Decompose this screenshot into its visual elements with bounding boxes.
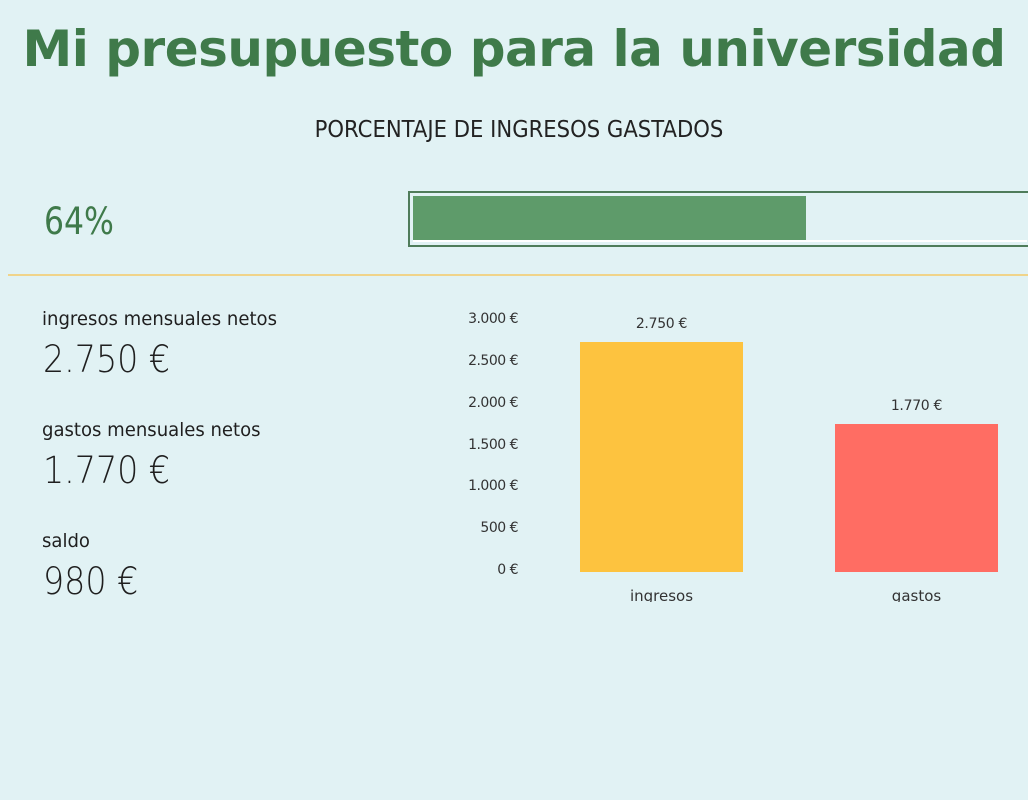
progress-fill [413,196,806,240]
y-axis-tick-label: 500 € [480,520,518,537]
bar-gastos [835,423,998,572]
x-axis-category: ingresos [580,586,743,602]
balance-value: 980 € [43,560,139,603]
balance-label: saldo [42,530,90,552]
bar-value-label: 1.770 € [890,397,943,414]
progress-section-heading: PORCENTAJE DE INGRESOS GASTADOS [314,117,724,143]
section-divider [8,274,1028,276]
percent-spent-value: 64% [44,200,114,243]
y-axis-tick-label: 1.000 € [468,478,518,495]
x-axis-category-label: ingresos [629,587,694,602]
spending-progress-bar [408,191,1028,247]
y-axis-tick-label: 3.000 € [468,311,518,327]
y-axis-tick-label: 2.500 € [468,352,518,369]
y-axis-tick-label: 2.000 € [468,394,518,411]
x-axis-category-label: gastos [891,587,942,602]
y-axis-tick-label: 1.500 € [468,436,518,453]
y-axis-tick-label: 0 € [497,562,518,578]
bar-value-label: 2.750 € [635,315,688,332]
income-label: ingresos mensuales netos [42,308,278,330]
expenses-value: 1.770 € [43,449,171,492]
income-value: 2.750 € [43,338,171,381]
expenses-label: gastos mensuales netos [42,419,261,441]
progress-track [413,196,1027,242]
page-title: Mi presupuesto para la universidad [22,20,1006,78]
x-axis-category: gastos [835,586,998,602]
bar-ingresos [580,341,743,572]
